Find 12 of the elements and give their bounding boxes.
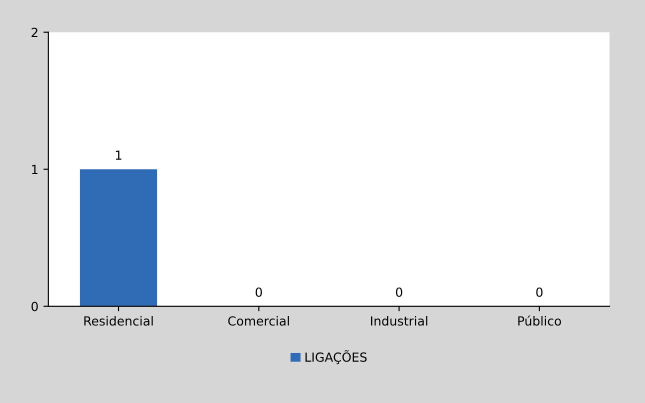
x-tick-label: Industrial — [371, 316, 428, 326]
x-tick-label: Público — [518, 316, 562, 326]
y-tick-label: 2 — [32, 28, 38, 37]
data-label: 0 — [536, 287, 543, 297]
x-tick-label: Comercial — [228, 316, 289, 326]
y-tick-label: 0 — [32, 302, 38, 312]
data-label: 1 — [116, 150, 122, 160]
legend-label: LIGAÇÕES — [306, 350, 367, 364]
data-label: 0 — [396, 287, 402, 297]
y-tick-label: 1 — [32, 164, 38, 174]
data-label: 0 — [256, 287, 262, 297]
x-tick-label: Residencial — [84, 316, 153, 326]
